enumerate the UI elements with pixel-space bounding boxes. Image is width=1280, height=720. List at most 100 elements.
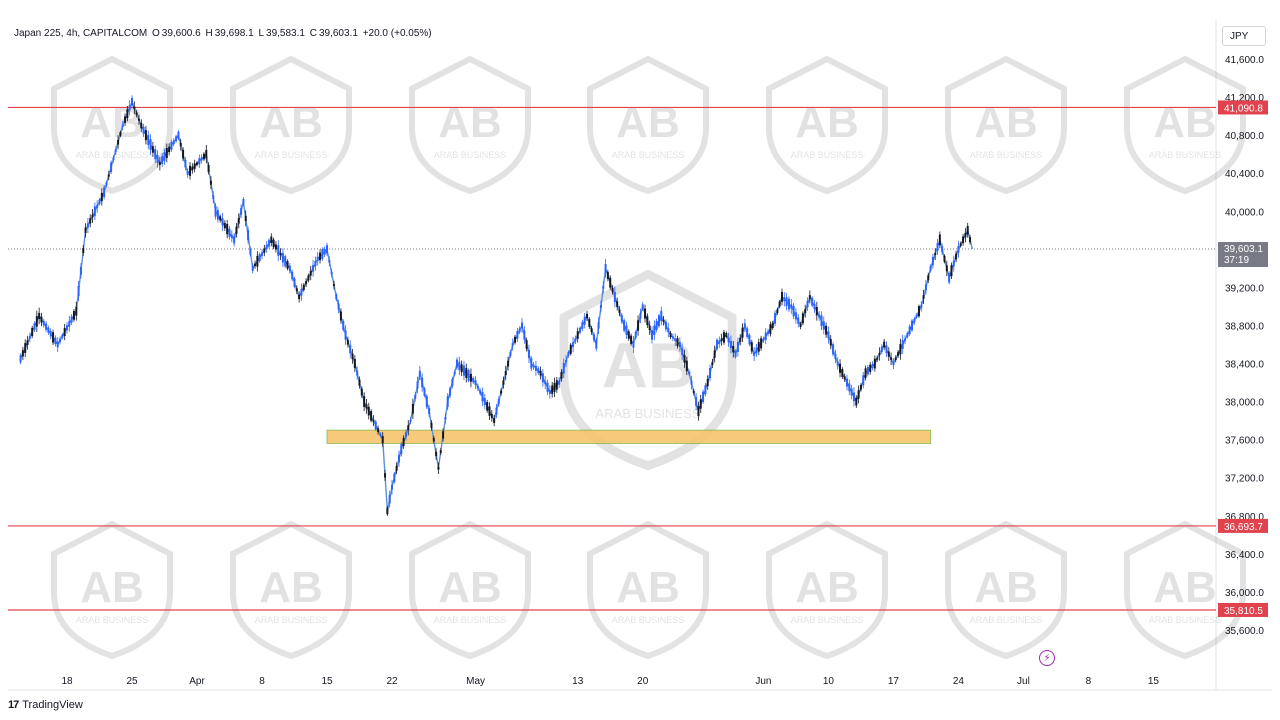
svg-text:ARAB BUSINESS: ARAB BUSINESS — [1149, 615, 1222, 625]
y-tick-label: 41,200.0 — [1225, 93, 1264, 104]
candle-body — [806, 300, 809, 308]
candle-body — [198, 158, 201, 165]
candle-body — [611, 287, 614, 292]
candle-body — [832, 344, 835, 355]
candle-body — [836, 361, 839, 366]
candle-body — [154, 149, 157, 160]
candle-body — [235, 226, 238, 234]
candle-body — [857, 390, 860, 399]
candle-body — [544, 380, 547, 385]
candle-body — [876, 357, 879, 360]
candle-body — [226, 223, 229, 235]
candle-body — [962, 236, 965, 244]
candle-body — [397, 455, 400, 463]
candle-body — [827, 331, 830, 339]
candle-body — [739, 337, 742, 342]
candle-body — [100, 192, 103, 202]
candle-body — [776, 309, 779, 313]
candle-body — [38, 312, 41, 319]
candle-body — [70, 316, 73, 323]
candle-body — [374, 421, 377, 430]
y-tick-label: 36,400.0 — [1225, 550, 1264, 561]
candle-body — [284, 256, 287, 267]
candle-body — [251, 265, 254, 271]
level-label-2: 35,810.5 — [1224, 606, 1263, 617]
candle-body — [439, 450, 442, 453]
watermark-icon-1-2: AB ARAB BUSINESS — [409, 520, 531, 660]
y-tick-label: 36,000.0 — [1225, 588, 1264, 599]
candle-body — [625, 325, 628, 335]
candle-body — [205, 149, 208, 159]
candle-body — [676, 338, 679, 347]
x-tick-label: 8 — [259, 676, 265, 687]
footer-brand[interactable]: 17 TradingView — [8, 699, 83, 711]
candle-body — [511, 343, 514, 346]
candle-body — [82, 248, 85, 253]
candle-body — [620, 315, 623, 322]
candle-body — [256, 255, 259, 267]
candle-body — [437, 466, 440, 470]
candle-body — [755, 347, 758, 354]
candle-body — [509, 352, 512, 356]
candle-body — [414, 394, 417, 399]
currency-button[interactable]: JPY — [1222, 26, 1266, 46]
candle-body — [110, 162, 113, 173]
candle-body — [184, 159, 187, 168]
candle-body — [757, 342, 760, 352]
candle-body — [177, 131, 180, 139]
candle-body — [84, 227, 87, 234]
candle-body — [913, 318, 916, 323]
candle-body — [223, 222, 226, 229]
svg-text:ARAB BUSINESS: ARAB BUSINESS — [970, 150, 1043, 160]
candle-body — [927, 275, 930, 281]
candle-body — [869, 364, 872, 372]
candle-body — [943, 255, 946, 262]
candle-body — [356, 370, 359, 376]
candle-body — [722, 332, 725, 343]
candle-body — [660, 310, 663, 322]
x-tick-label: 8 — [1086, 676, 1092, 687]
watermark-icon-0-3: AB ARAB BUSINESS — [587, 55, 709, 195]
candle-body — [964, 232, 967, 238]
candle-body — [372, 419, 375, 422]
candle-body — [142, 126, 145, 134]
candle-body — [537, 368, 540, 373]
candle-body — [957, 246, 960, 253]
candle-body — [553, 382, 556, 392]
svg-text:AB: AB — [616, 563, 680, 612]
candle-body — [416, 381, 419, 389]
candle-body — [428, 408, 431, 415]
svg-text:AB: AB — [438, 563, 502, 612]
candle-body — [423, 388, 426, 396]
candle-body — [377, 428, 380, 432]
candle-body — [880, 346, 883, 352]
lightning-icon[interactable]: ⚡ — [1039, 650, 1055, 666]
candle-body — [451, 379, 454, 386]
candle-body — [370, 411, 373, 421]
candle-body — [186, 171, 189, 176]
candle-body — [555, 380, 558, 390]
x-tick-label: 15 — [1148, 676, 1160, 687]
x-tick-label: 24 — [953, 676, 965, 687]
candle-body — [743, 323, 746, 328]
candle-body — [792, 305, 795, 317]
brand-label: TradingView — [22, 699, 83, 711]
candle-body — [270, 236, 273, 244]
candle-body — [202, 153, 205, 160]
candle-body — [697, 406, 700, 417]
candle-body — [328, 259, 331, 263]
candle-body — [662, 319, 665, 322]
candle-body — [859, 384, 862, 390]
candle-body — [172, 140, 175, 145]
candle-body — [497, 399, 500, 405]
candle-body — [855, 397, 858, 406]
candle-body — [19, 355, 22, 363]
candle-body — [54, 337, 57, 345]
level-label-0: 41,090.8 — [1224, 103, 1263, 114]
close-value: 39,603.1 — [318, 28, 358, 39]
candle-body — [425, 396, 428, 408]
candle-body — [258, 254, 261, 262]
candle-body — [655, 321, 658, 330]
candle-body — [68, 320, 71, 327]
